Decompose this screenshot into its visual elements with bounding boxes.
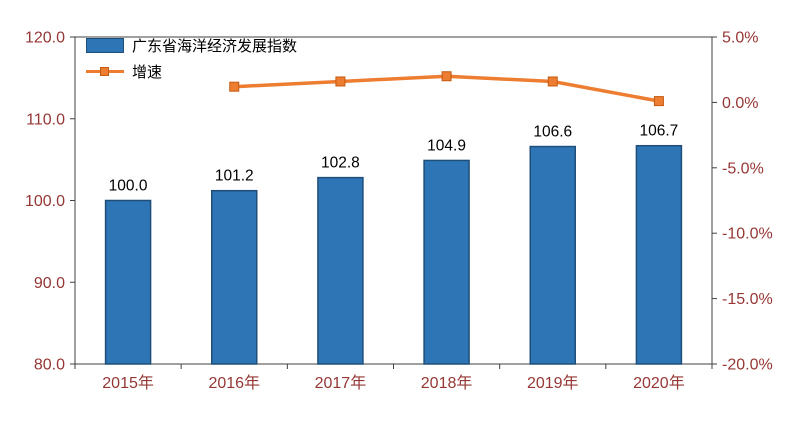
legend-item-index-series: 广东省海洋经济发展指数	[86, 36, 298, 55]
right-axis-tick-label: -5.0%	[722, 160, 764, 177]
bar-value-label: 100.0	[109, 178, 148, 195]
x-axis-category-label: 2020年	[633, 374, 685, 392]
line-marker-icon	[229, 81, 240, 92]
right-axis-tick-label: 0.0%	[722, 95, 758, 112]
line-swatch-marker-icon	[100, 66, 109, 76]
right-axis-tick-label: 5.0%	[722, 30, 758, 47]
legend-item-growth-series: 增速	[86, 62, 297, 81]
legend-label-growth-series: 增速	[132, 63, 163, 81]
bar	[104, 199, 152, 365]
left-axis-tick-label: 90.0	[34, 275, 65, 292]
bar	[529, 145, 576, 365]
line-series-swatch-icon	[86, 64, 124, 79]
right-axis-tick-label: -20.0%	[722, 357, 773, 374]
left-axis-tick-label: 100.0	[25, 193, 65, 210]
x-axis-category-label: 2018年	[421, 374, 473, 392]
x-axis-category-label: 2019年	[527, 374, 579, 392]
bar	[635, 144, 683, 365]
bar-value-label: 101.2	[215, 168, 254, 185]
bar	[317, 176, 364, 365]
bar	[423, 159, 470, 365]
chart-legend: 广东省海洋经济发展指数 增速	[86, 36, 298, 81]
x-axis-category-label: 2016年	[208, 374, 260, 392]
bar-series-swatch-icon	[86, 37, 124, 53]
left-axis-tick-label: 120.0	[25, 30, 65, 47]
line-marker-icon	[653, 96, 664, 107]
right-axis-tick-label: -10.0%	[722, 226, 773, 243]
bar-value-label: 104.9	[427, 137, 466, 154]
line-marker-icon	[547, 76, 558, 87]
left-axis-tick-label: 110.0	[26, 111, 65, 128]
bar-value-label: 106.6	[533, 124, 572, 141]
line-marker-icon	[335, 76, 346, 87]
x-axis-category-label: 2015年	[102, 374, 154, 392]
bar-value-label: 106.7	[640, 123, 679, 140]
bar-value-label: 102.8	[321, 155, 360, 172]
left-axis-tick-label: 80.0	[34, 357, 65, 374]
right-axis-tick-label: -15.0%	[722, 291, 773, 308]
legend-label-index-series: 广东省海洋经济发展指数	[132, 37, 298, 55]
bar	[211, 189, 258, 365]
line-marker-icon	[441, 71, 452, 82]
x-axis-category-label: 2017年	[315, 374, 367, 392]
